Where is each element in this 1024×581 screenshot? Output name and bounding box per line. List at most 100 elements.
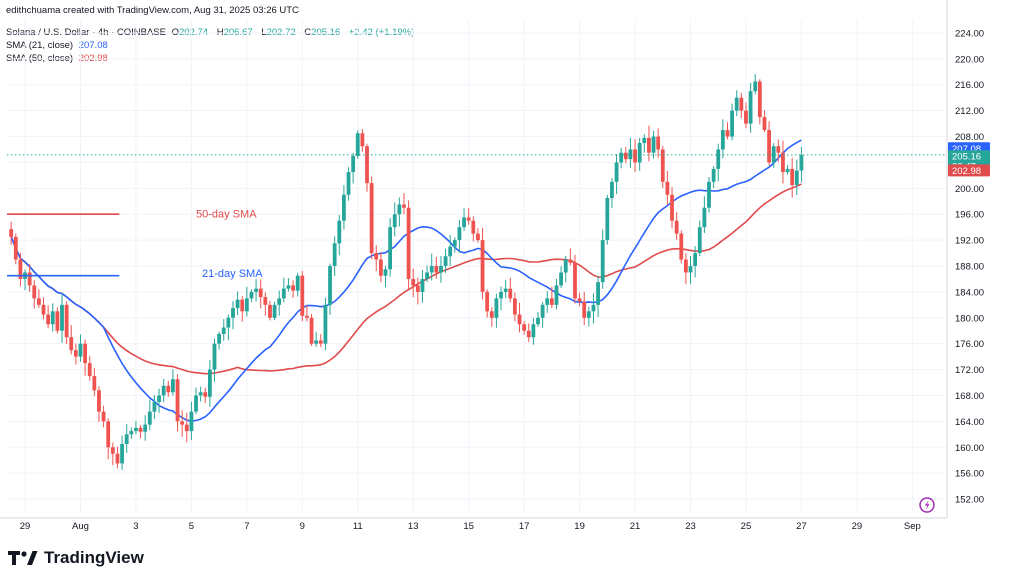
candle-body <box>332 243 337 266</box>
sma21-line <box>10 139 802 423</box>
candle-body <box>207 369 212 397</box>
candle-body <box>60 304 64 331</box>
sma21-label: SMA (21, close) <box>6 40 74 51</box>
candle-body <box>138 427 143 432</box>
candle-body <box>328 266 332 305</box>
y-tick-label: 192.00 <box>955 236 984 247</box>
candle-body <box>351 155 356 173</box>
candle-body <box>466 217 471 221</box>
candle-body <box>628 149 633 160</box>
candle-body <box>448 246 453 257</box>
y-tick-label: 172.00 <box>955 365 984 376</box>
candle-body <box>166 385 171 393</box>
candle-body <box>693 253 698 266</box>
candle-body <box>683 259 688 273</box>
candle-body <box>665 181 670 195</box>
candle-body <box>277 298 282 305</box>
candle-body <box>268 304 272 318</box>
y-tick-label: 152.00 <box>955 495 984 506</box>
candle-body <box>512 298 517 315</box>
candle-body <box>9 229 14 237</box>
candle-body <box>83 343 88 364</box>
y-tick-label: 224.00 <box>955 28 984 39</box>
candle-body <box>300 275 305 316</box>
candle-body <box>244 298 249 312</box>
grid-lines <box>0 0 948 519</box>
x-tick-label: 29 <box>20 521 31 532</box>
candle-body <box>610 181 614 199</box>
x-tick-label: Aug <box>72 521 89 532</box>
candle-body <box>87 363 92 377</box>
candle-body <box>744 110 748 124</box>
candle-body <box>305 315 309 318</box>
candle-body <box>785 168 790 173</box>
candle-body <box>69 337 74 351</box>
candle-body <box>365 146 369 184</box>
candle-body <box>184 424 189 432</box>
candle-body <box>720 130 725 150</box>
candle-body <box>452 240 457 247</box>
candle-body <box>286 285 291 289</box>
candle-body <box>522 324 527 331</box>
candle-body <box>439 266 443 273</box>
candle-body <box>582 301 587 318</box>
candle-body <box>143 424 148 432</box>
candle-body <box>369 183 374 254</box>
candle-body <box>748 91 753 124</box>
candle-body <box>295 275 300 291</box>
candle-body <box>129 431 134 435</box>
candle-body <box>623 152 628 160</box>
x-tick-label: 25 <box>741 521 752 532</box>
candle-body <box>489 311 494 318</box>
candle-body <box>406 207 411 279</box>
candle-body <box>457 227 462 241</box>
candle-body <box>508 288 513 299</box>
candle-body <box>194 395 198 412</box>
candle-body <box>540 304 545 318</box>
candle-body <box>124 434 129 445</box>
candle-body <box>443 256 448 266</box>
x-tick-label: Sep <box>904 521 921 532</box>
candle-body <box>175 379 180 422</box>
sma21-price-tag-text: 207.08 <box>952 144 981 155</box>
last-price-tag-text: 205.16 <box>952 152 981 163</box>
candle-body <box>355 133 360 156</box>
candle-body <box>503 288 508 292</box>
annotations: 50-day SMA 21-day SMA <box>7 209 263 280</box>
candle-body <box>411 278 416 286</box>
candle-body <box>499 291 503 299</box>
y-tick-label: 196.00 <box>955 210 984 221</box>
candle-body <box>554 285 559 305</box>
candle-body <box>115 453 120 464</box>
y-tick-label: 168.00 <box>955 391 984 402</box>
attribution-text: edithchuama created with TradingView.com… <box>6 5 299 16</box>
y-tick-label: 164.00 <box>955 417 984 428</box>
candle-body <box>217 333 222 344</box>
tradingview-logo[interactable]: TradingView <box>8 547 144 569</box>
sma50-price-tag-bg <box>948 164 990 177</box>
candle-body <box>573 262 577 299</box>
sma21-legend-row[interactable]: SMA (21, close) 207.08 <box>6 40 111 51</box>
candle-body <box>545 298 550 305</box>
candle-body <box>725 130 730 137</box>
candle-body <box>18 259 23 279</box>
y-tick-label: 184.00 <box>955 287 984 298</box>
x-tick-label: 13 <box>408 521 419 532</box>
candle-body <box>235 299 240 309</box>
candle-body <box>415 285 420 292</box>
annotation-label: 50-day SMA <box>196 209 257 221</box>
candle-body <box>46 314 51 325</box>
y-tick-label: 156.00 <box>955 469 984 480</box>
sma50-price-tag: 202.98 <box>948 164 990 177</box>
candle-body <box>660 149 665 182</box>
x-tick-label: 3 <box>133 521 138 532</box>
candle-body <box>240 299 245 312</box>
candle-body <box>633 149 637 163</box>
y-tick-label: 176.00 <box>955 339 984 350</box>
candle-body <box>157 395 161 402</box>
candle-body <box>171 379 175 393</box>
candle-body <box>110 447 115 454</box>
candle-body <box>674 220 679 234</box>
alert-icon[interactable] <box>919 497 935 513</box>
